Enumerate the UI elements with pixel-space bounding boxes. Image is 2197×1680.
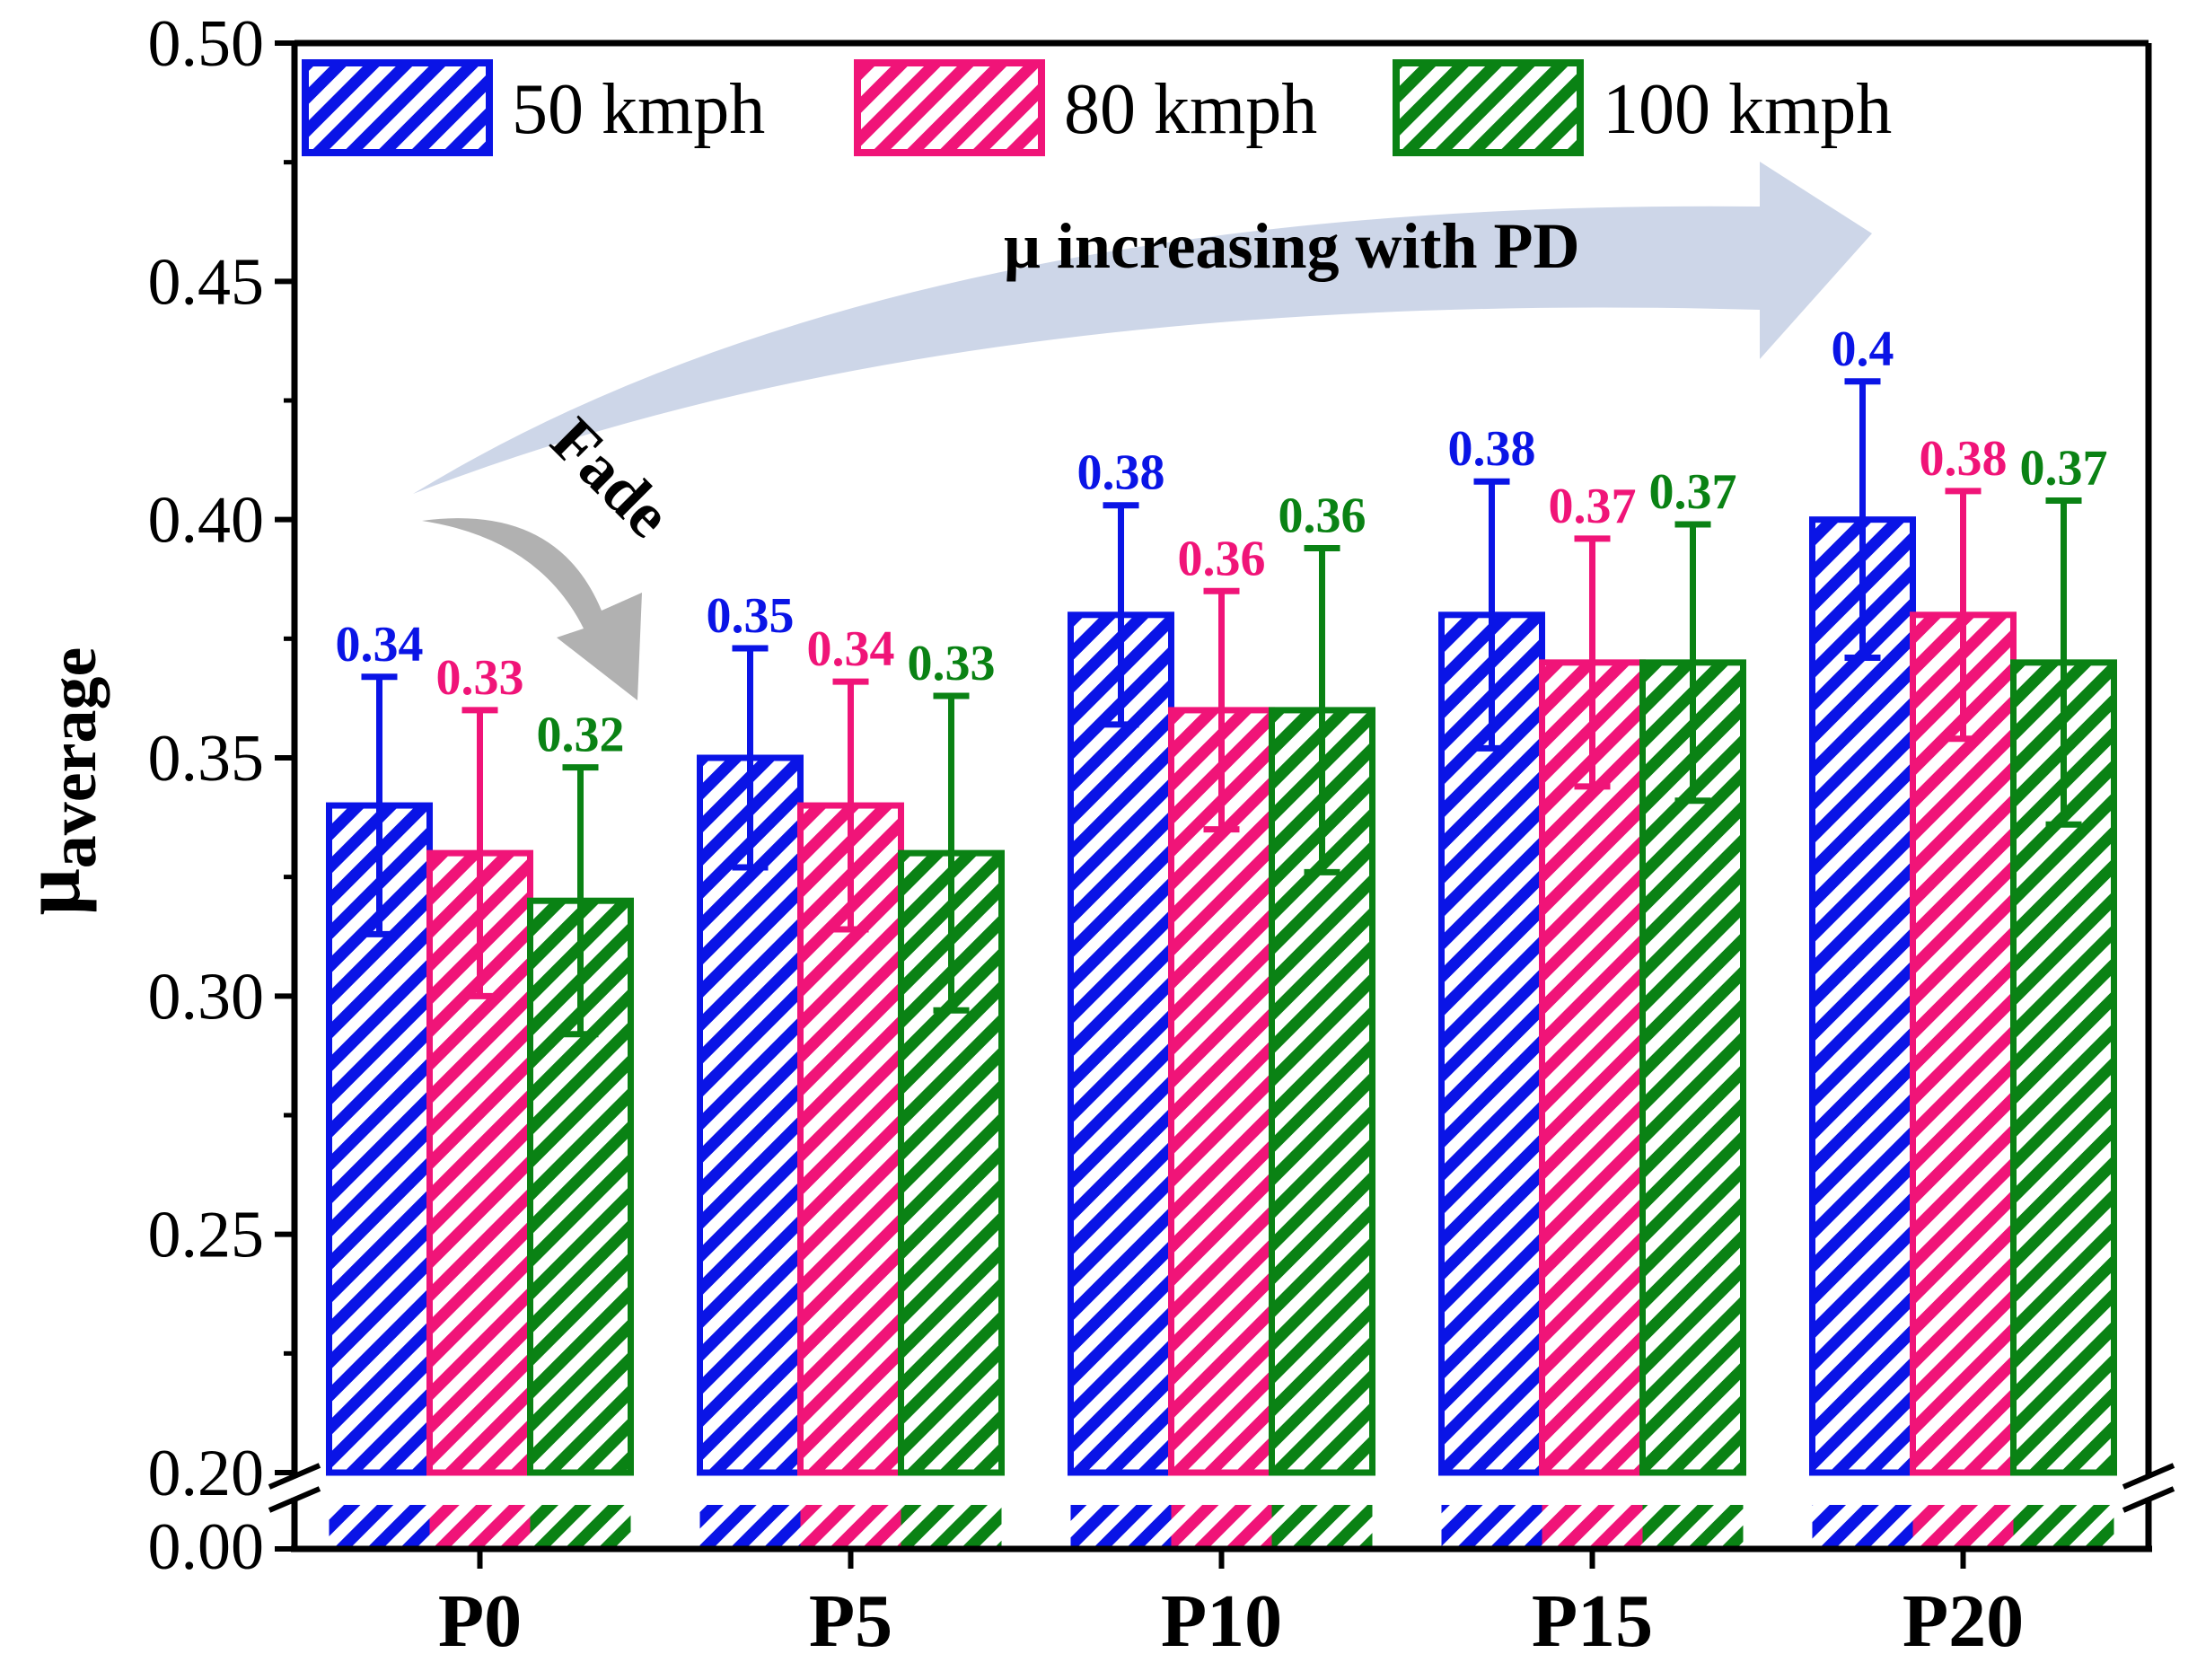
bar-p20-80kmph [1910, 611, 2017, 1476]
bar-lower-p0-100kmph [530, 1501, 631, 1549]
legend-label: 100 kmph [1603, 70, 1892, 149]
error-bar-p20-80kmph [1945, 488, 1982, 743]
value-label-p10-80kmph: 0.36 [1178, 531, 1266, 586]
value-label-p5-100kmph: 0.33 [908, 636, 996, 691]
x-tick-label-p0: P0 [438, 1579, 522, 1663]
fade-arrow [422, 518, 642, 700]
error-bar-p20-50kmph [1844, 378, 1881, 662]
error-bar-p10-80kmph [1203, 587, 1240, 833]
y-tick-label: 0.20 [148, 1437, 265, 1510]
svg-text:μaverage: μaverage [5, 647, 110, 916]
bar-lower-p10-80kmph [1171, 1501, 1272, 1549]
value-label-p20-50kmph: 0.4 [1832, 321, 1894, 377]
y-axis-title: μaverage [5, 647, 110, 916]
error-bar-p0-100kmph [562, 764, 599, 1038]
bar-lower-p20-100kmph [2013, 1501, 2114, 1549]
bar-p20-50kmph [1809, 516, 1916, 1476]
value-label-p15-80kmph: 0.37 [1549, 479, 1637, 534]
y-axis-title-sub: average [37, 647, 110, 869]
legend-item-50kmph: 50 kmph [302, 59, 765, 156]
value-label-p10-50kmph: 0.38 [1077, 445, 1165, 501]
legend-item-80kmph: 80 kmph [854, 59, 1317, 156]
bar-lower-p15-100kmph [1642, 1501, 1744, 1549]
value-label-p10-100kmph: 0.36 [1279, 488, 1367, 544]
y-tick-label: 0.35 [148, 722, 265, 796]
bar-lower-p20-50kmph [1812, 1501, 1913, 1549]
bar-lower-p15-50kmph [1441, 1501, 1542, 1549]
legend-swatch [854, 59, 1045, 156]
axis-break-mark-right [2122, 1463, 2175, 1513]
y-tick-label: 0.30 [148, 960, 265, 1034]
value-label-p20-100kmph: 0.37 [2020, 440, 2108, 496]
x-tick-label-p15: P15 [1532, 1579, 1653, 1663]
y-axis-title-base: μ [5, 868, 97, 915]
y-tick-label: 0.50 [148, 7, 265, 81]
value-label-p0-80kmph: 0.33 [436, 650, 524, 706]
legend-swatch [1393, 59, 1584, 156]
x-tick-label-p10: P10 [1161, 1579, 1282, 1663]
error-bar-p20-100kmph [2045, 497, 2082, 828]
bar-lower-p10-100kmph [1271, 1501, 1373, 1549]
y-tick-label: 0.25 [148, 1199, 265, 1272]
legend-label: 50 kmph [512, 70, 765, 149]
bar-lower-p5-100kmph [901, 1501, 1002, 1549]
legend-label: 80 kmph [1064, 70, 1317, 149]
legend-swatch [302, 59, 493, 156]
y-tick-label: 0.00 [148, 1510, 265, 1584]
value-label-p5-80kmph: 0.34 [807, 621, 895, 677]
bar-p10-50kmph [1068, 611, 1174, 1476]
y-tick-label: 0.45 [148, 245, 265, 319]
bar-lower-p15-80kmph [1542, 1501, 1643, 1549]
trend-annotation: μ increasing with PD [1004, 210, 1580, 282]
value-label-p0-50kmph: 0.34 [336, 617, 424, 673]
error-bar-p15-80kmph [1574, 535, 1611, 790]
value-label-p15-100kmph: 0.37 [1649, 464, 1737, 520]
value-label-p15-50kmph: 0.38 [1448, 421, 1536, 477]
axis-break-gap [287, 1480, 2155, 1505]
error-bar-p0-50kmph [361, 673, 398, 937]
error-bar-p10-50kmph [1103, 502, 1139, 728]
legend-item-100kmph: 100 kmph [1393, 59, 1892, 156]
trend-arrow [413, 162, 1872, 494]
error-bar-p5-100kmph [933, 692, 970, 1014]
error-bar-p15-100kmph [1674, 521, 1711, 805]
value-label-p0-100kmph: 0.32 [537, 708, 625, 763]
bar-lower-p5-50kmph [699, 1501, 801, 1549]
error-bar-p5-80kmph [832, 678, 869, 933]
axis-break-mark-left [268, 1463, 321, 1513]
y-tick-label: 0.40 [148, 484, 265, 558]
bar-lower-p0-50kmph [329, 1501, 430, 1549]
error-bar-p5-50kmph [732, 645, 769, 871]
value-label-p5-50kmph: 0.35 [707, 588, 795, 644]
bar-lower-p20-80kmph [1912, 1501, 2014, 1549]
bar-lower-p5-80kmph [800, 1501, 901, 1549]
x-tick-label-p5: P5 [809, 1579, 892, 1663]
error-bar-p10-100kmph [1304, 545, 1340, 875]
x-tick-label-p20: P20 [1903, 1579, 2024, 1663]
value-label-p20-80kmph: 0.38 [1920, 431, 2008, 487]
bar-lower-p10-50kmph [1070, 1501, 1172, 1549]
bar-p5-50kmph [697, 754, 804, 1476]
error-bar-p0-80kmph [461, 707, 498, 999]
error-bar-p15-50kmph [1473, 478, 1510, 752]
bar-lower-p0-80kmph [429, 1501, 531, 1549]
